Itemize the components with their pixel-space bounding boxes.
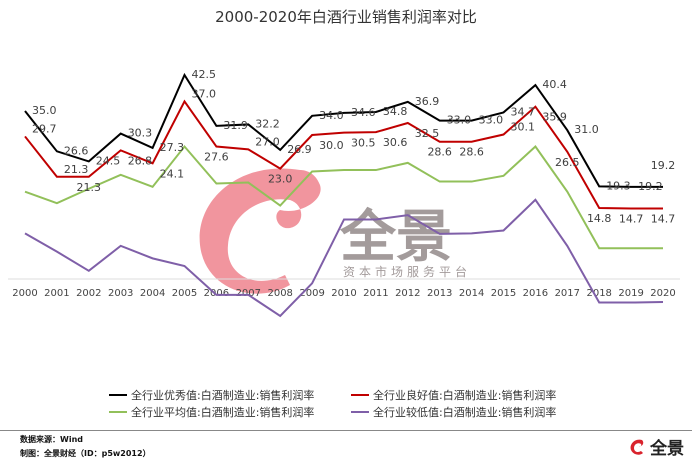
data-label: 32.2: [255, 117, 279, 130]
data-label: 19.2: [638, 180, 663, 193]
x-tick-label: 2007: [236, 288, 261, 299]
data-label: 34.8: [383, 105, 408, 118]
data-label: 34.0: [319, 109, 344, 122]
data-label: 32.5: [415, 127, 440, 140]
data-label: 19.3: [606, 179, 631, 192]
legend-swatch: [109, 410, 127, 413]
data-label: 30.6: [383, 136, 408, 149]
brand-swirl-icon: [630, 439, 644, 455]
legend-label: 全行业较低值:白酒制造业:销售利润率: [373, 405, 557, 419]
data-label: 14.8: [587, 212, 612, 225]
x-tick-label: 2004: [140, 288, 165, 299]
series-line-3: [24, 198, 664, 318]
watermark: 全景 资本市场服务平台: [199, 168, 471, 294]
x-tick-label: 2002: [76, 288, 101, 299]
x-tick-label: 2016: [523, 288, 548, 299]
watermark-tagline: 资本市场服务平台: [343, 264, 471, 279]
x-tick-label: 2018: [586, 288, 611, 299]
legend-label: 全行业优秀值:白酒制造业:销售利润率: [131, 388, 315, 402]
legend-label: 全行业良好值:白酒制造业:销售利润率: [373, 388, 557, 402]
series-line-0: [24, 72, 663, 188]
x-tick-label: 2001: [44, 288, 69, 299]
legend-item-good: 全行业良好值:白酒制造业:销售利润率: [351, 387, 583, 403]
data-label: 42.5: [192, 68, 217, 81]
data-label: 26.6: [64, 144, 89, 157]
x-tick-label: 2005: [172, 288, 197, 299]
data-label: 14.7: [651, 212, 676, 225]
data-label: 28.6: [459, 146, 484, 159]
x-tick-label: 2010: [331, 288, 356, 299]
data-label: 37.0: [192, 87, 217, 100]
data-label: 27.6: [204, 151, 229, 164]
footer-divider: [0, 430, 692, 431]
watermark-logo-icon: [199, 168, 321, 294]
x-tick-label: 2017: [555, 288, 580, 299]
data-label: 24.5: [96, 154, 121, 167]
x-tick-label: 2000: [12, 288, 37, 299]
data-label: 34.7: [511, 105, 536, 118]
brand-text: 全景: [650, 439, 684, 459]
x-tick-label: 2014: [459, 288, 484, 299]
data-label: 36.9: [415, 95, 440, 108]
data-label: 14.7: [619, 212, 644, 225]
x-tick-label: 2009: [299, 288, 324, 299]
data-source: 数据来源：Wind: [20, 435, 83, 444]
data-label: 27.3: [160, 141, 185, 154]
data-label: 27.0: [255, 135, 279, 148]
data-label: 30.1: [511, 121, 536, 134]
legend-label: 全行业平均值:白酒制造业:销售利润率: [131, 405, 315, 419]
legend-swatch: [351, 393, 369, 396]
data-label: 30.3: [128, 127, 153, 140]
data-label: 26.5: [555, 156, 580, 169]
data-label: 24.1: [160, 167, 185, 180]
data-label: 33.0: [447, 114, 472, 127]
x-tick-label: 2013: [427, 288, 452, 299]
x-tick-label: 2012: [395, 288, 420, 299]
data-label: 26.8: [128, 154, 153, 167]
chart-credit: 制图：全景财经（ID：p5w2012）: [20, 449, 151, 458]
series-line-1: [24, 99, 663, 210]
x-tick-label: 2019: [618, 288, 643, 299]
data-label: 35.0: [32, 104, 57, 117]
x-tick-label: 2011: [363, 288, 388, 299]
legend-item-average: 全行业平均值:白酒制造业:销售利润率: [109, 404, 341, 420]
data-label: 40.4: [542, 78, 567, 91]
x-tick-label: 2003: [108, 288, 133, 299]
data-label: 23.0: [268, 173, 293, 186]
data-label: 31.0: [574, 123, 599, 136]
legend-item-excellent: 全行业优秀值:白酒制造业:销售利润率: [109, 387, 341, 403]
data-label: 33.0: [479, 114, 504, 127]
data-label: 26.9: [287, 143, 312, 156]
series-line-2: [24, 144, 663, 250]
data-label: 30.5: [351, 137, 376, 150]
legend-swatch: [351, 410, 369, 413]
legend-item-low: 全行业较低值:白酒制造业:销售利润率: [351, 404, 583, 420]
legend-swatch: [109, 393, 127, 396]
brand-logo: 全景: [628, 434, 684, 459]
x-tick-label: 2015: [491, 288, 516, 299]
data-label: 30.0: [319, 139, 344, 152]
data-label: 28.6: [427, 146, 452, 159]
data-label: 19.2: [651, 159, 676, 172]
data-label: 34.6: [351, 106, 376, 119]
data-label: 21.3: [64, 163, 89, 176]
watermark-brand: 全景: [339, 205, 452, 270]
x-tick-label: 2008: [267, 288, 292, 299]
chart-title: 2000-2020年白酒行业销售利润率对比: [215, 8, 477, 26]
legend: 全行业优秀值:白酒制造业:销售利润率 全行业良好值:白酒制造业:销售利润率 全行…: [0, 386, 692, 420]
data-label: 31.9: [223, 119, 248, 132]
data-label: 35.9: [542, 111, 567, 124]
x-tick-label: 2020: [650, 288, 675, 299]
data-label: 29.7: [32, 122, 57, 135]
data-label: 21.3: [77, 181, 102, 194]
